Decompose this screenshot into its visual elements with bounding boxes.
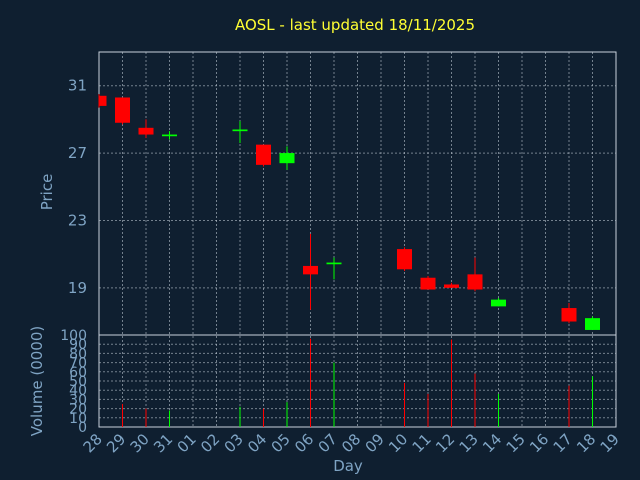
chart-title: AOSL - last updated 18/11/2025	[235, 16, 475, 34]
candle-body	[326, 262, 342, 265]
candle-body	[444, 284, 459, 288]
candle-body	[303, 265, 318, 275]
candle-body	[397, 249, 412, 270]
volume-tick-label: 60	[69, 365, 87, 381]
price-axis-ticks: 19 23 27 31	[68, 77, 87, 297]
price-tick-label: 19	[68, 279, 87, 297]
volume-axis-label: Volume (0000)	[28, 326, 46, 436]
day-axis-label: Day	[333, 457, 363, 475]
price-tick-label: 31	[68, 77, 87, 95]
price-tick-label: 23	[68, 211, 87, 229]
volume-tick-label: 70	[69, 356, 87, 372]
volume-tick-label: 10	[69, 411, 87, 427]
volume-tick-label: 100	[60, 328, 87, 344]
candle-body	[279, 153, 295, 164]
candle-body	[585, 318, 600, 330]
candle-body	[138, 127, 154, 135]
candle-body	[99, 95, 107, 106]
volume-tick-label: 50	[69, 374, 87, 390]
price-candles	[98, 94, 600, 330]
candle-body	[561, 308, 577, 322]
volume-tick-label: 30	[69, 392, 87, 408]
day-axis-ticks: 2829303101020304050607080910111213141516…	[80, 430, 623, 456]
candle-body	[232, 129, 248, 132]
volume-tick-label: 20	[69, 402, 87, 418]
candle-body	[115, 97, 130, 123]
candle-body	[491, 299, 506, 307]
candle-body	[256, 144, 271, 165]
price-axis-label: Price	[38, 174, 56, 211]
price-tick-label: 27	[68, 144, 87, 162]
volume-tick-label: 80	[69, 346, 87, 362]
volume-bars	[122, 338, 593, 427]
candle-body	[162, 134, 177, 137]
volume-panel-frame	[98, 334, 617, 428]
volume-tick-label: 90	[69, 337, 87, 353]
volume-tick-label: 40	[69, 383, 87, 399]
candle-body	[420, 277, 436, 290]
volume-tick-label: 0	[78, 420, 87, 436]
candle-body	[467, 274, 483, 290]
